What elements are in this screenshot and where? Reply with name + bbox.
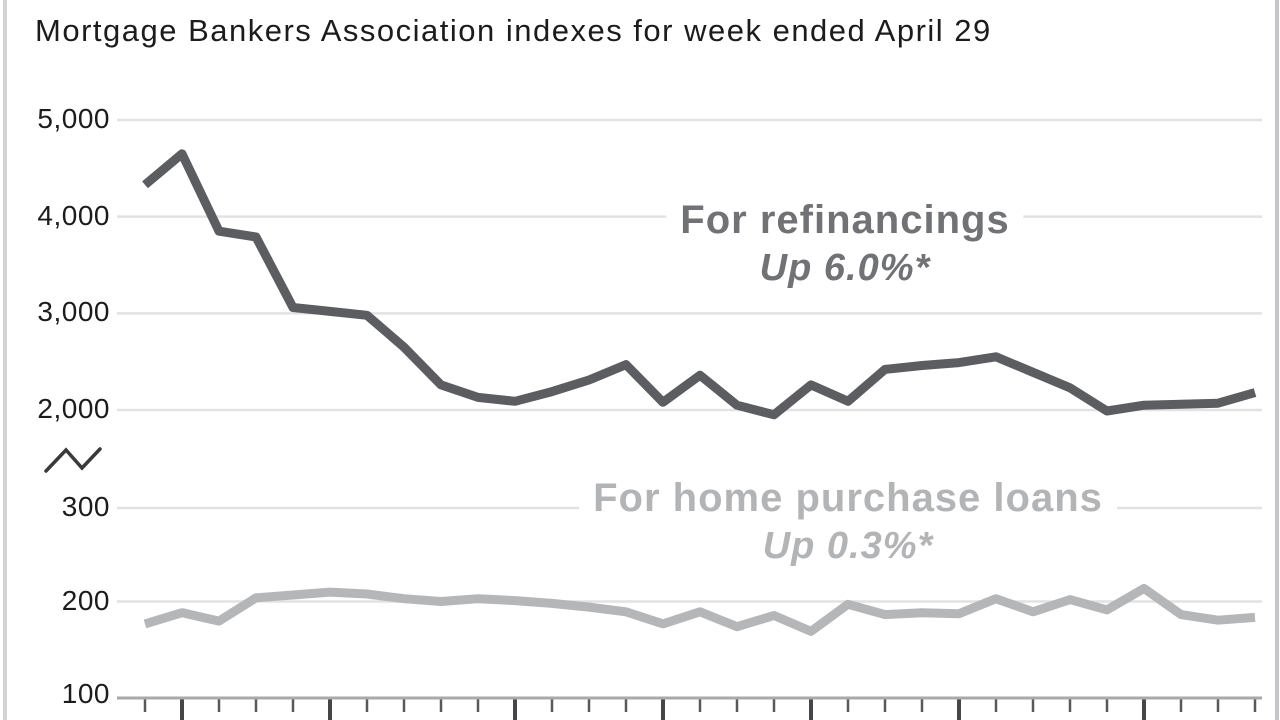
- image-right-border: [1275, 0, 1279, 720]
- y-axis-label: 2,000: [37, 393, 110, 424]
- axis-break-icon: [44, 447, 102, 473]
- home-purchase-line: [143, 583, 1256, 636]
- y-axis-label: 100: [61, 678, 110, 709]
- y-axis-label: 3,000: [37, 296, 110, 328]
- refinancings-line: [142, 149, 1257, 420]
- y-axis-label: 300: [61, 491, 110, 522]
- y-axis-label: 200: [61, 584, 110, 616]
- refinancings-label: For refinancings: [680, 198, 1010, 242]
- purchase-annotation: For home purchase loans Up 0.3%*: [579, 474, 1117, 570]
- y-axis-label: 5,000: [37, 103, 110, 134]
- purchase-label: For home purchase loans: [593, 476, 1103, 520]
- image-left-border: [3, 0, 7, 720]
- refinancings-annotation: For refinancings Up 6.0%*: [666, 196, 1024, 292]
- refinancings-change: Up 6.0%*: [759, 246, 931, 289]
- y-axis-label: 4,000: [37, 199, 110, 231]
- chart-title: Mortgage Bankers Association indexes for…: [35, 13, 992, 48]
- purchase-change: Up 0.3%*: [762, 524, 934, 567]
